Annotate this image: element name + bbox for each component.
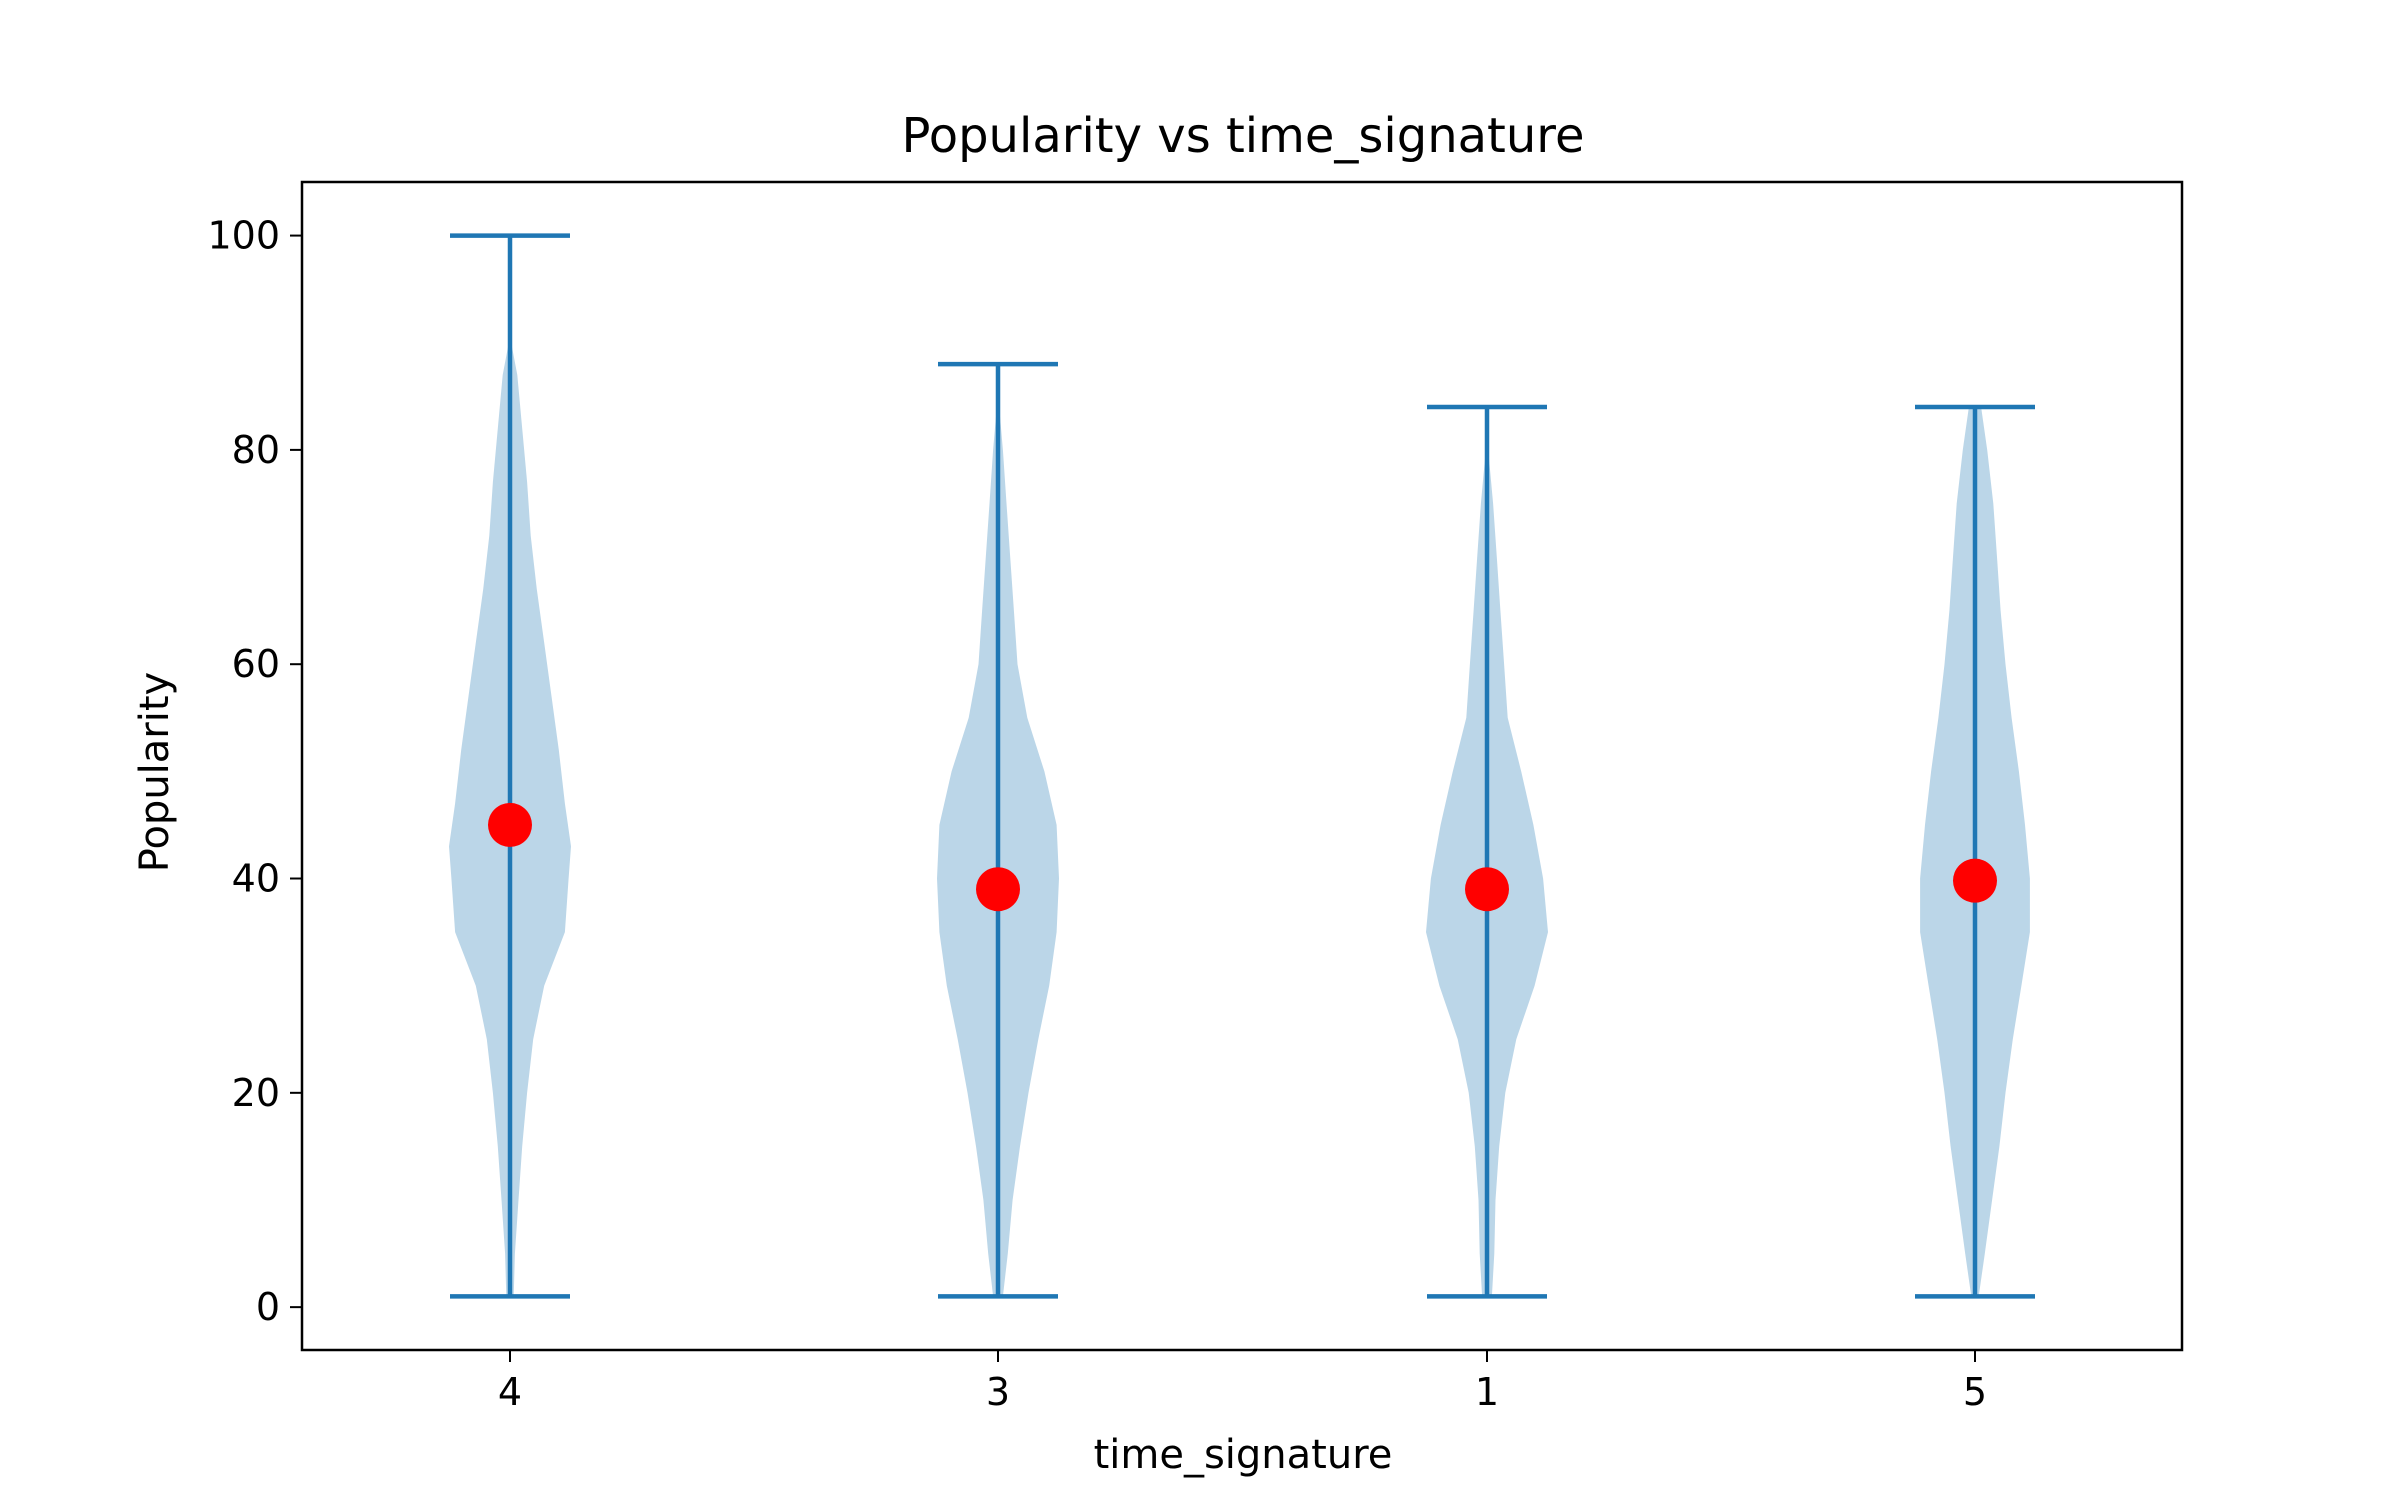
violin-group-4 [449,233,571,1299]
y-tick-label: 20 [232,1071,280,1115]
x-tick-label: 5 [1963,1370,1987,1414]
plot-area [449,233,2035,1299]
x-tick-label: 4 [498,1370,522,1414]
axes-frame [300,180,2184,1352]
y-tick-label: 100 [207,214,280,258]
y-axis-label: Popularity [132,672,178,872]
mean-marker [976,867,1020,912]
y-tick-label: 40 [232,857,280,901]
violin-group-5 [1915,404,2035,1299]
y-tick-label: 0 [256,1285,280,1329]
x-tick-label: 1 [1475,1370,1499,1414]
mean-marker [1953,858,1997,903]
y-tick-label: 80 [232,428,280,472]
chart-title: Popularity vs time_signature [901,108,1584,164]
x-tick-label: 3 [986,1370,1010,1414]
mean-marker [488,802,532,847]
y-tick-label: 60 [232,642,280,686]
violin-group-1 [1426,404,1548,1299]
violin-group-3 [937,361,1059,1299]
mean-marker [1465,867,1509,912]
x-axis-label: time_signature [1094,1432,1393,1478]
axes: 0 20 40 60 80 100 4 3 1 5 [207,214,1987,1414]
